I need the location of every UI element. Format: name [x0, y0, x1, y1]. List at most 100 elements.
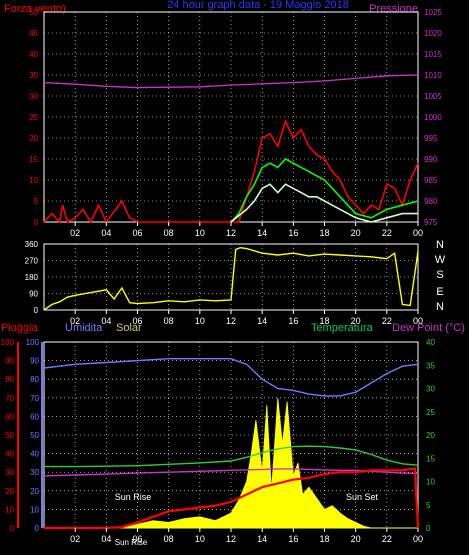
- x-tick-label: 02: [70, 534, 80, 544]
- rain-y-tick-label: 60: [5, 412, 14, 421]
- x-tick-label: 14: [257, 316, 267, 326]
- x-tick-label: 20: [351, 316, 361, 326]
- x-tick-label: 06: [132, 228, 142, 238]
- solar-label: Solar: [116, 322, 142, 334]
- rain-y-tick-label: 10: [5, 505, 14, 514]
- humidity-line: [43, 358, 419, 397]
- x-tick-label: 06: [132, 534, 142, 544]
- wind-y-tick-label: 10: [29, 176, 38, 185]
- x-tick-label: 16: [288, 228, 298, 238]
- x-tick-label: 02: [70, 316, 80, 326]
- x-tick-label: 12: [226, 228, 236, 238]
- x-tick-label: 18: [319, 228, 329, 238]
- pressure-y-tick-label: 1015: [424, 50, 442, 59]
- direction-y-tick-label: 180: [25, 273, 39, 282]
- x-tick-label: 18: [319, 316, 329, 326]
- temperature-y-tick-label: 25: [426, 408, 435, 417]
- rain-y-tick-label: 70: [5, 394, 14, 403]
- humidity-y-tick-label: 10: [30, 505, 39, 514]
- x-tick-label: 04: [101, 228, 111, 238]
- x-tick-label: 04: [101, 534, 111, 544]
- temperature-y-tick-label: 15: [426, 454, 435, 463]
- x-tick-label: 12: [226, 316, 236, 326]
- x-tick-label: 16: [288, 534, 298, 544]
- wind-direction-line: [43, 246, 419, 311]
- wind-y-tick-label: 40: [29, 50, 38, 59]
- wind-y-tick-label: 25: [29, 113, 38, 122]
- x-tick-label: 00: [413, 228, 423, 238]
- temperature-y-tick-label: 30: [426, 385, 435, 394]
- wind-y-tick-label: 50: [29, 8, 38, 17]
- wind-y-tick-label: 5: [34, 197, 39, 206]
- rain-y-tick-label: 80: [5, 375, 14, 384]
- x-tick-label: 10: [195, 228, 205, 238]
- wind-y-tick-label: 45: [29, 29, 38, 38]
- x-tick-label: 02: [70, 228, 80, 238]
- temperature-y-tick-label: 0: [426, 524, 431, 533]
- compass-n-bottom: N: [436, 301, 444, 313]
- x-tick-label: 20: [351, 228, 361, 238]
- wind-y-tick-label: 15: [29, 155, 38, 164]
- sunset-label: Sun Set: [346, 492, 379, 502]
- x-tick-label: 12: [226, 534, 236, 544]
- humidity-y-tick-label: 40: [30, 450, 39, 459]
- rain-line: [44, 467, 420, 530]
- rain-y-tick-label: 100: [1, 338, 15, 347]
- temperature-y-tick-label: 40: [426, 338, 435, 347]
- x-tick-label: 20: [351, 534, 361, 544]
- temperature-y-tick-label: 5: [426, 501, 431, 510]
- wind-low-line: [230, 183, 418, 223]
- x-tick-label: 22: [382, 316, 392, 326]
- humidity-y-tick-label: 80: [30, 375, 39, 384]
- humidity-y-tick-label: 50: [30, 431, 39, 440]
- x-tick-label: 10: [195, 316, 205, 326]
- temperature-label: Temperatura: [311, 322, 374, 334]
- wind-y-tick-label: 35: [29, 71, 38, 80]
- x-tick-label: 00: [413, 316, 423, 326]
- chart-title: 24 hour graph data - 19 Maggio 2018: [167, 0, 349, 11]
- x-tick-label: 08: [164, 316, 174, 326]
- compass-e: E: [436, 286, 443, 298]
- direction-y-tick-label: 360: [25, 240, 39, 249]
- pressure-y-tick-label: 990: [424, 155, 438, 164]
- rain-y-tick-label: 30: [5, 468, 14, 477]
- pressure-y-tick-label: 1025: [424, 8, 442, 17]
- temperature-y-tick-label: 20: [426, 431, 435, 440]
- x-tick-label: 04: [101, 316, 111, 326]
- wind-y-tick-label: 20: [29, 134, 38, 143]
- x-tick-label: 16: [288, 316, 298, 326]
- x-tick-label: 08: [164, 228, 174, 238]
- x-tick-label: 22: [382, 534, 392, 544]
- humidity-y-tick-label: 90: [30, 357, 39, 366]
- pressure-axis-label: Pressione: [369, 3, 418, 15]
- pressure-y-tick-label: 1005: [424, 92, 442, 101]
- direction-y-tick-label: 90: [29, 290, 38, 299]
- direction-y-tick-label: 0: [34, 306, 39, 315]
- compass-w: W: [435, 254, 446, 266]
- x-tick-label: 06: [132, 316, 142, 326]
- wind-y-tick-label: 30: [29, 92, 38, 101]
- pressure-y-tick-label: 985: [424, 176, 438, 185]
- pressure-y-tick-label: 1000: [424, 113, 442, 122]
- rain-y-tick-label: 90: [5, 357, 14, 366]
- x-tick-label: 14: [257, 534, 267, 544]
- pressure-y-tick-label: 995: [424, 134, 438, 143]
- humidity-y-tick-label: 100: [26, 338, 40, 347]
- dewpoint-label: Dew Point (°C): [392, 322, 465, 334]
- x-tick-label: 00: [413, 534, 423, 544]
- humidity-y-tick-label: 70: [30, 394, 39, 403]
- x-tick-label: 10: [195, 534, 205, 544]
- sunrise-small-label: Sun Rise: [115, 538, 148, 547]
- compass-s: S: [436, 269, 443, 281]
- pressure-y-tick-label: 1010: [424, 71, 442, 80]
- x-tick-label: 22: [382, 228, 392, 238]
- x-tick-label: 14: [257, 228, 267, 238]
- humidity-y-tick-label: 0: [35, 524, 40, 533]
- solar-area: [44, 397, 418, 529]
- humidity-y-tick-label: 60: [30, 412, 39, 421]
- wind-avg-line: [230, 158, 419, 223]
- rain-y-tick-label: 0: [10, 524, 15, 533]
- pressure-y-tick-label: 975: [424, 218, 438, 227]
- wind-gust-line: [43, 118, 419, 224]
- pressure-y-tick-label: 980: [424, 197, 438, 206]
